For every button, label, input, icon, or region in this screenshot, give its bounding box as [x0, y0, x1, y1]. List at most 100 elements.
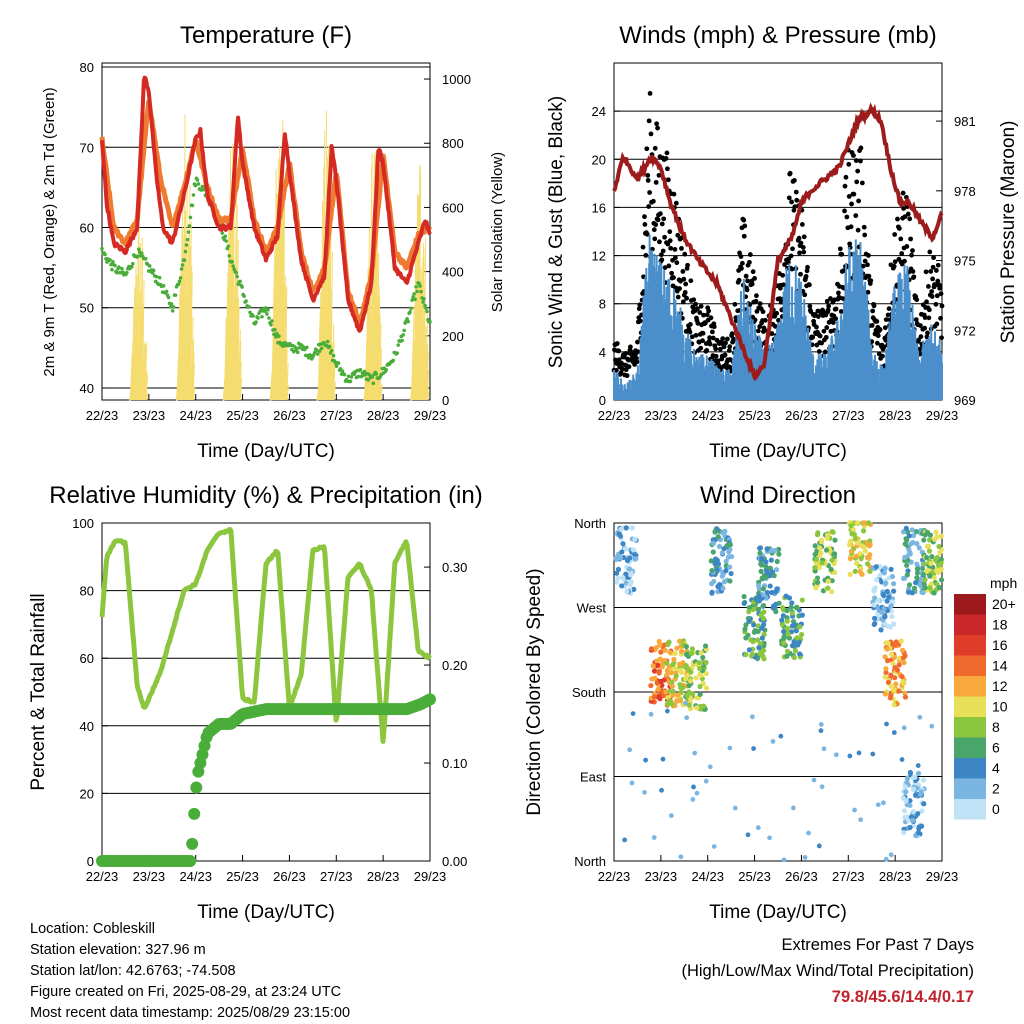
direction-point [613, 556, 619, 563]
gust-point [650, 198, 656, 204]
direction-point [881, 605, 887, 611]
direction-point [793, 605, 799, 611]
dewpoint-point [421, 300, 425, 304]
x-tick-label: 29/23 [926, 869, 959, 884]
x-axis-title: Time (Day/UTC) [197, 902, 335, 923]
colorbar-swatch [954, 655, 986, 676]
y-tick-label: 40 [80, 381, 94, 396]
direction-point [623, 580, 629, 586]
y-axis-title: Percent & Total Rainfall [28, 593, 49, 790]
solar-spike [134, 265, 137, 401]
gust-point [720, 336, 726, 342]
direction-point [748, 637, 754, 643]
direction-point [746, 647, 752, 653]
gust-point [723, 340, 728, 346]
direction-point [816, 564, 823, 571]
gust-point [902, 214, 908, 220]
direction-point [664, 708, 670, 714]
direction-point [770, 739, 776, 744]
dewpoint-point [342, 372, 347, 377]
solar-spike [282, 202, 286, 401]
direction-point [921, 801, 927, 807]
direction-point [811, 777, 817, 783]
direction-point [669, 683, 675, 689]
direction-point [760, 586, 766, 592]
dewpoint-point [185, 237, 190, 242]
gust-point [672, 255, 678, 261]
gust-point [853, 158, 859, 163]
direction-point [703, 670, 709, 677]
direction-point [655, 686, 661, 692]
direction-point [910, 786, 916, 792]
direction-point [714, 567, 720, 573]
dewpoint-point [256, 316, 260, 320]
dewpoint-point [139, 251, 144, 256]
direction-point [859, 543, 865, 549]
solar-spike [191, 339, 195, 401]
direction-point [885, 658, 891, 664]
direction-point [818, 537, 825, 543]
direction-point [912, 774, 918, 780]
gust-point [661, 216, 667, 222]
direction-point [756, 645, 762, 651]
direction-point [914, 541, 920, 547]
y2-tick-label: 978 [954, 184, 976, 199]
direction-point [684, 693, 690, 699]
gust-point [736, 277, 742, 283]
y-tick-label: North [574, 516, 606, 531]
direction-point [673, 673, 679, 679]
gust-point [836, 290, 841, 296]
direction-point [902, 690, 908, 696]
gust-point [817, 333, 823, 339]
direction-point [857, 569, 863, 575]
direction-point [933, 529, 939, 535]
x-tick-label: 25/23 [738, 869, 771, 884]
gust-point [683, 281, 689, 287]
gust-point [895, 216, 900, 222]
gust-point [935, 262, 941, 268]
gust-point [821, 328, 827, 334]
direction-point [911, 585, 918, 591]
gust-point [667, 229, 673, 235]
y2-tick-label: 0.00 [442, 854, 467, 869]
direction-point [628, 579, 634, 585]
gust-point [626, 357, 631, 363]
direction-point [743, 622, 749, 628]
direction-point [907, 824, 913, 831]
solar-spike [320, 201, 324, 401]
direction-point [662, 647, 668, 653]
gust-point [614, 341, 620, 346]
direction-point [891, 730, 897, 735]
solar-spike [140, 249, 144, 401]
dewpoint-point [348, 379, 353, 384]
dewpoint-point [423, 303, 427, 308]
solar-spike [321, 166, 325, 401]
direction-point [882, 614, 888, 620]
solar-spike [376, 253, 380, 401]
gust-point [637, 302, 643, 308]
gust-point [933, 301, 939, 307]
direction-point [849, 548, 855, 554]
direction-point [668, 813, 674, 818]
y2-tick-label: 0.20 [442, 658, 467, 673]
direction-point [751, 746, 756, 751]
gust-point [833, 316, 839, 322]
direction-point [895, 688, 902, 694]
gust-point [754, 293, 759, 299]
direction-point [649, 676, 655, 682]
gust-point [644, 146, 650, 152]
dewpoint-point [224, 239, 229, 243]
direction-point [785, 631, 791, 637]
direction-point [678, 667, 684, 673]
gust-point [800, 245, 806, 250]
elevation-text: Station elevation: 327.96 m [30, 942, 206, 958]
solar-spike [192, 351, 195, 401]
gust-point [909, 252, 914, 258]
gust-point [788, 253, 794, 259]
direction-point [650, 663, 656, 669]
direction-point [745, 832, 751, 838]
direction-point [760, 615, 767, 622]
direction-point [750, 606, 756, 612]
dewpoint-point [193, 183, 198, 188]
rainfall-point [188, 807, 201, 820]
